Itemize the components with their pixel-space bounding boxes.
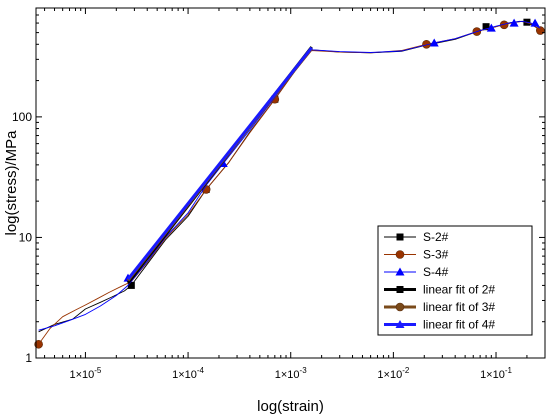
x-tick-label: 1×10-2 — [377, 366, 409, 381]
series-linear-fit-of-4 — [126, 46, 313, 281]
legend-label-s-3: S-3# — [423, 248, 449, 262]
legend-label-s-2: S-2# — [423, 230, 449, 244]
legend-marker-linear-fit-of-3 — [395, 302, 405, 312]
legend-marker-linear-fit-of-4 — [395, 320, 405, 328]
axes-ticks: 1×10-5 1×10-4 1×10-3 1×10-2 1×10-1 1 10 100 — [12, 7, 545, 381]
plot-area — [34, 18, 545, 349]
data-point-s-3 — [34, 339, 43, 349]
x-tick-label: 1×10-1 — [480, 366, 512, 381]
x-tick-label: 1×10-3 — [275, 366, 307, 381]
y-tick-label: 100 — [12, 110, 32, 124]
legend-marker-linear-fit-of-2 — [396, 286, 404, 293]
data-point-s-2 — [482, 23, 490, 31]
series-line-linear-fit-of-4 — [126, 46, 313, 281]
data-point-s-4 — [429, 38, 439, 47]
x-tick-label: 1×10-5 — [69, 366, 101, 381]
x-axis-title: log(strain) — [257, 398, 324, 415]
legend-marker-s-3 — [395, 250, 405, 259]
y-tick-label: 10 — [19, 230, 33, 244]
legend-label-linear-fit-of-4: linear fit of 4# — [423, 318, 495, 332]
legend: S-2# S-3# S-4# linear fit of 2# linear fit o… — [377, 225, 533, 336]
legend-label-linear-fit-of-2: linear fit of 2# — [423, 283, 495, 297]
legend-marker-s-4 — [395, 267, 405, 276]
data-point-s-4 — [509, 18, 519, 27]
legend-label-s-4: S-4# — [423, 265, 449, 279]
legend-marker-s-2 — [396, 233, 404, 241]
legend-label-linear-fit-of-3: linear fit of 3# — [423, 300, 495, 314]
data-point-s-4 — [530, 18, 540, 27]
legend-box — [377, 225, 533, 336]
data-point-s-2 — [127, 281, 135, 289]
x-tick-label: 1×10-4 — [172, 366, 204, 381]
y-tick-label: 1 — [25, 351, 32, 365]
data-point-s-4 — [486, 23, 496, 32]
y-axis-title: log(stress)/MPa — [3, 130, 20, 236]
